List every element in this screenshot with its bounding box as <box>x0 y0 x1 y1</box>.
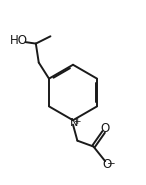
Text: HO: HO <box>10 34 28 48</box>
Text: O: O <box>102 158 112 171</box>
Text: N: N <box>69 118 78 128</box>
Text: +: + <box>73 117 81 126</box>
Text: O: O <box>100 122 110 135</box>
Text: −: − <box>107 159 115 169</box>
